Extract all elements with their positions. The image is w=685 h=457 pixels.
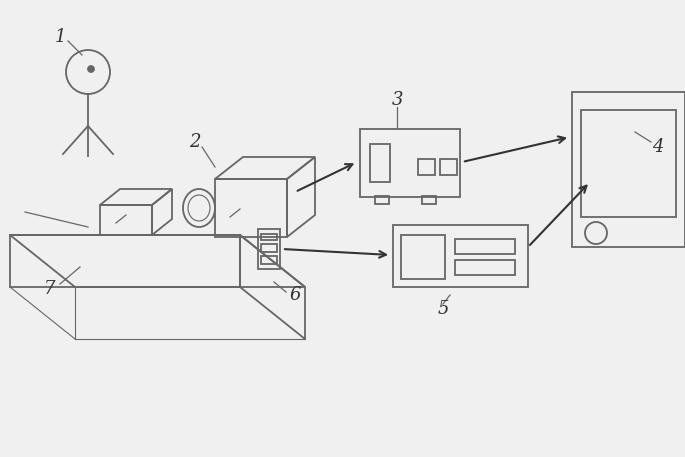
Bar [455,260,515,275]
Bar [370,144,390,182]
Bar [375,196,389,204]
Text: 3: 3 [393,91,403,109]
Bar [258,229,280,269]
Text: 6: 6 [289,286,301,304]
Bar [422,196,436,204]
Bar [261,244,277,252]
Bar [261,256,277,264]
Bar [261,234,277,240]
Bar [360,129,460,197]
Bar [440,159,457,175]
Text: 1: 1 [54,28,66,46]
Bar [393,225,528,287]
Circle shape [88,65,95,73]
Bar [572,92,685,247]
Bar [401,235,445,279]
Bar [581,110,676,217]
Text: 2: 2 [189,133,201,151]
Text: 7: 7 [45,280,55,298]
Text: 4: 4 [652,138,664,156]
Bar [418,159,435,175]
Bar [455,239,515,254]
Text: 5: 5 [437,300,449,318]
